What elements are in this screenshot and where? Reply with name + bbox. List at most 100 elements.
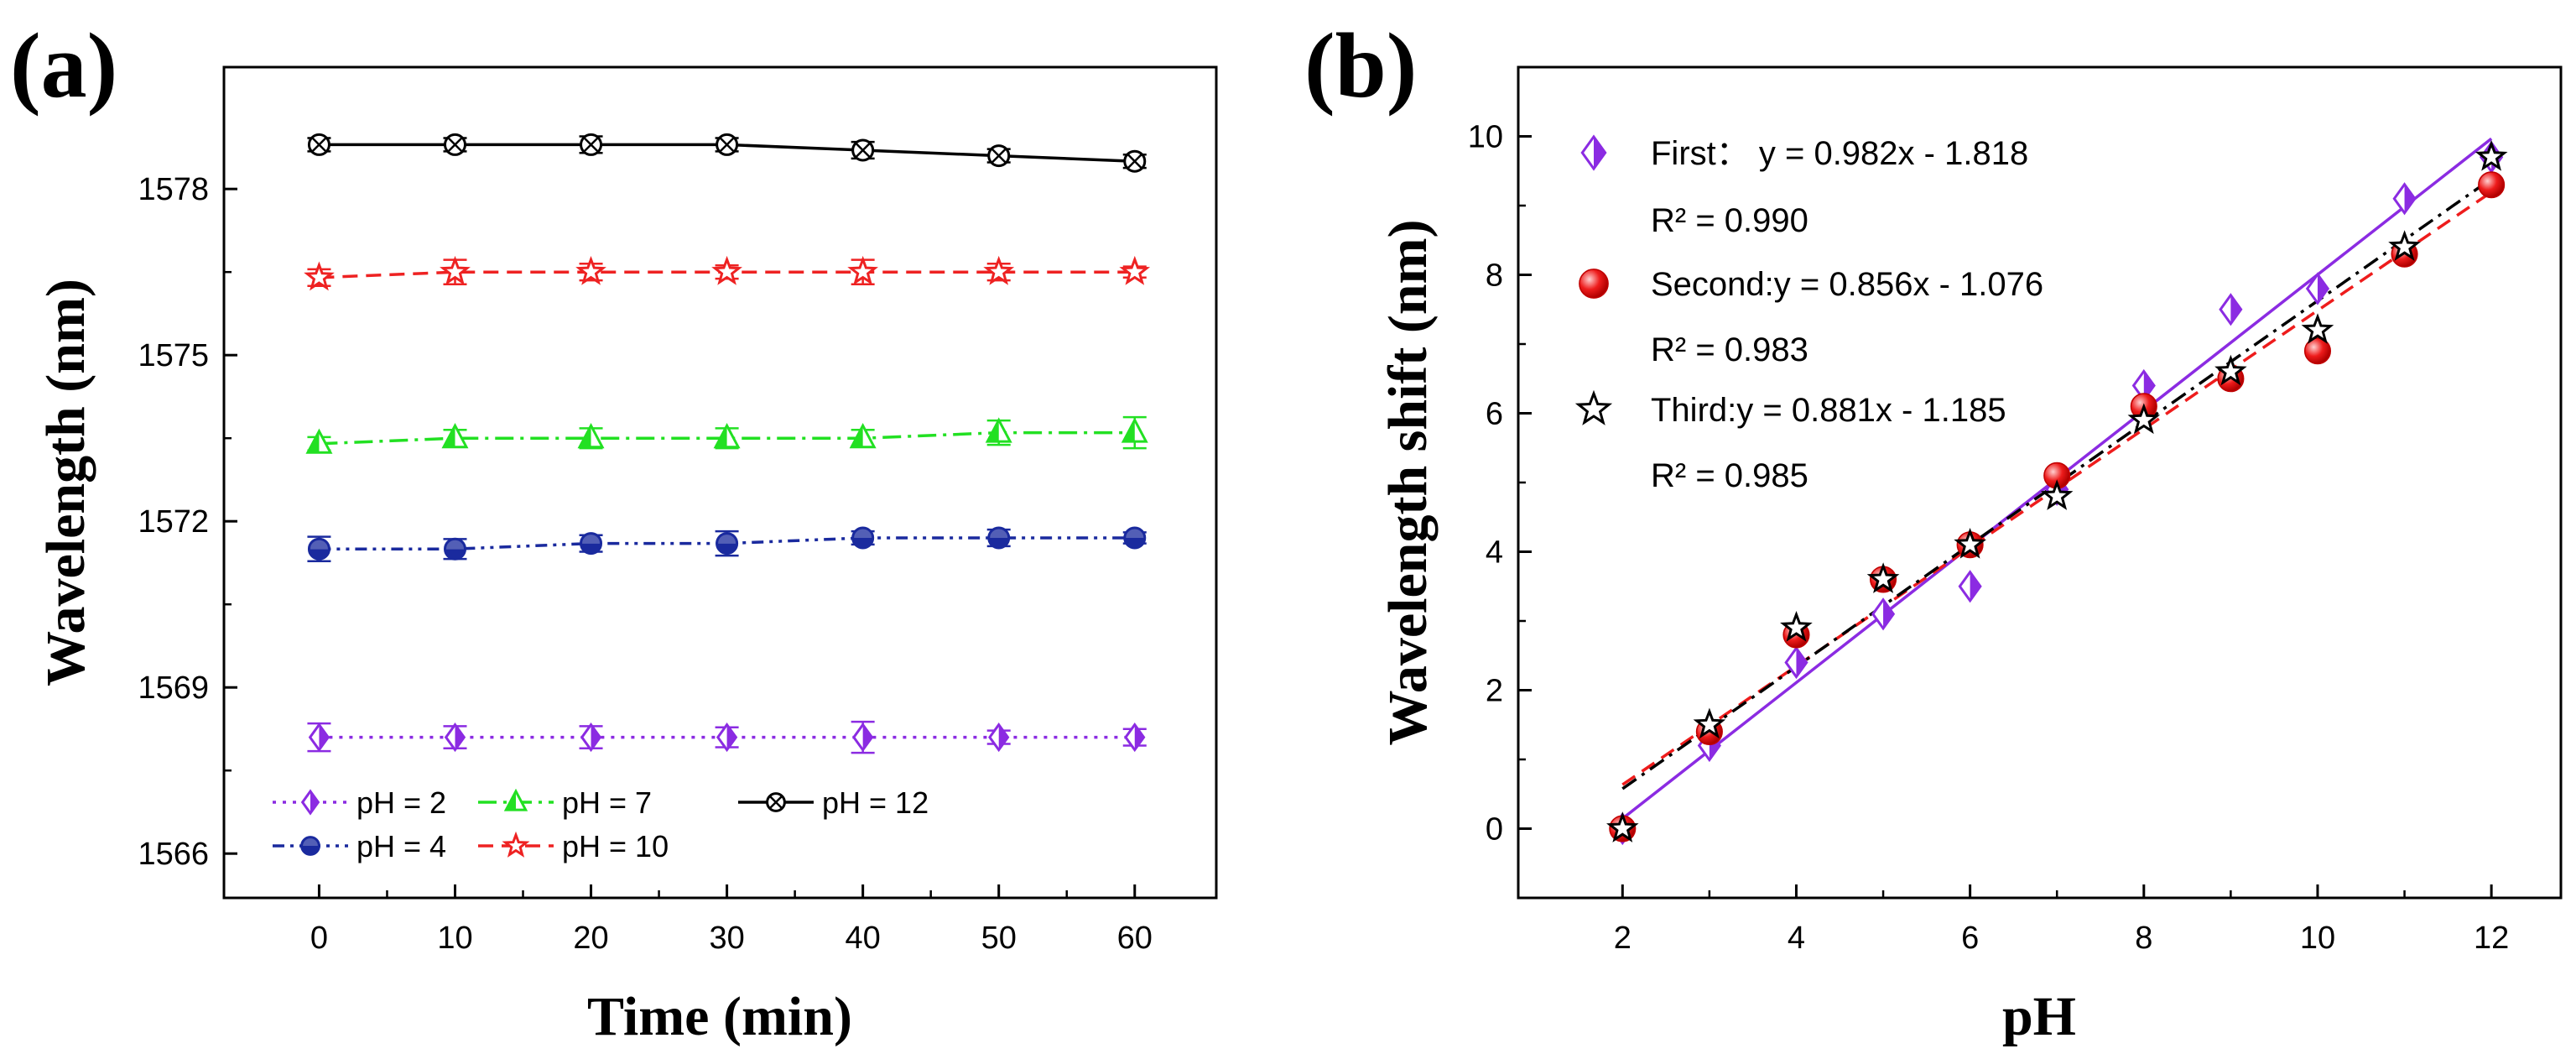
a-point [441,422,469,449]
a-point-fill [580,425,591,447]
a-point [580,133,603,156]
b-point [2303,337,2332,365]
a-point-outline [1119,255,1151,285]
b-point [2219,293,2243,326]
a-point-cross-b [447,137,463,153]
a-legend-marker [300,789,320,816]
b-point [2305,272,2330,305]
panel-a-ylabel: Wavelength (nm) [35,279,96,686]
a-point-cross-b [1127,153,1143,170]
a-point [716,133,739,156]
a-legend-item: pH = 12 [738,785,929,820]
panel-a-series [304,133,1151,754]
b-fit-line-2 [1621,177,2493,790]
a-point [1124,723,1146,753]
b-xtick-label: 2 [1614,921,1631,956]
a-xtick-label: 50 [981,921,1017,956]
a-point-fill [1123,420,1135,442]
b-point [1606,811,1639,843]
b-legend-equation: Second:y = 0.856x - 1.076 [1651,266,2043,303]
a-legend-item: pH = 7 [478,785,652,820]
panel-b-label: (b) [1304,14,1417,117]
b-point [2127,403,2161,435]
a-point-fill [716,543,737,554]
a-ytick-label: 1566 [138,837,209,872]
a-point [305,428,333,454]
b-ytick-label: 4 [1486,535,1503,571]
b-point-outline [2301,313,2334,344]
a-legend-marker-fill [310,791,319,813]
a-point-fill [851,425,863,447]
a-point [988,723,1010,753]
a-ytick-label: 1578 [138,172,209,207]
a-legend-item: pH = 10 [478,829,669,863]
b-xtick-label: 8 [2135,921,2152,956]
a-legend-marker [503,788,528,811]
a-point [1121,417,1148,443]
a-legend-marker-top [301,837,320,846]
b-xtick-label: 4 [1788,921,1805,956]
b-legend-marker-ball [1579,269,1609,299]
panel-a-legend: pH = 2 pH = 7 pH = 12 pH = 4 pH = 10 [273,785,929,863]
a-point [851,526,875,550]
a-point-outline [711,255,743,285]
b-point-outline [1866,562,1900,593]
b-xtick-label: 10 [2300,921,2335,956]
b-legend-item: Third:y = 0.881x - 1.185 R² = 0.985 [1574,389,2006,494]
a-xtick-label: 20 [573,921,608,956]
a-ytick-label: 1575 [138,338,209,373]
a-ytick-label: 1569 [138,670,209,706]
a-xtick-label: 60 [1117,921,1153,956]
a-point-cross-b [583,137,599,153]
a-point [851,138,875,162]
a-point [987,526,1011,550]
a-point-outline [983,255,1015,285]
a-legend-label: pH = 10 [562,829,669,863]
b-point [1784,645,1808,680]
b-point [2388,230,2421,261]
a-xtick-label: 0 [310,921,328,956]
a-point [716,532,739,556]
panel-b: (b) 2 4 6 8 10 12 0 2 4 6 8 10 pH Wavelength shift … [1304,14,2563,1047]
a-point [575,255,606,285]
a-point-fill [443,425,455,447]
b-point [2301,313,2334,344]
a-series-0 [307,720,1147,754]
a-point [852,723,874,753]
a-point-fill [455,724,465,750]
a-point [308,723,330,753]
a-point-fill [987,420,999,442]
b-point [1866,562,1900,593]
b-point [2478,171,2506,199]
a-point-outline [304,261,335,291]
a-legend-marker [502,831,530,858]
a-legend-item: pH = 4 [273,829,446,863]
b-legend-r2: R² = 0.985 [1651,457,1808,494]
b-ytick-label: 2 [1486,674,1503,709]
b-point-outline [2388,230,2421,261]
b-legend-marker-outline [1574,389,1613,425]
a-point-top [716,533,737,544]
a-ytick-label: 1572 [138,504,209,540]
a-series-3 [304,255,1151,291]
b-legend-r2: R² = 0.983 [1651,331,1808,368]
a-point [849,422,877,449]
a-legend-label: pH = 12 [822,785,929,820]
a-point [985,417,1012,443]
a-point [847,255,879,285]
a-series-2 [305,415,1148,454]
a-point-fill [580,543,601,554]
a-point [304,261,335,291]
b-point [1693,707,1726,739]
b-ytick-label: 8 [1486,258,1503,294]
a-point [307,133,330,156]
a-legend-label: pH = 4 [356,829,446,863]
b-legend-equation: Third:y = 0.881x - 1.185 [1651,392,2006,429]
a-legend-marker [300,836,320,856]
panel-a-label: (a) [10,14,117,117]
a-point-top [309,539,330,550]
b-point [2392,182,2417,216]
a-point-fill [998,724,1008,750]
a-legend-label: pH = 7 [562,785,652,820]
b-point-outline [1954,528,1987,559]
